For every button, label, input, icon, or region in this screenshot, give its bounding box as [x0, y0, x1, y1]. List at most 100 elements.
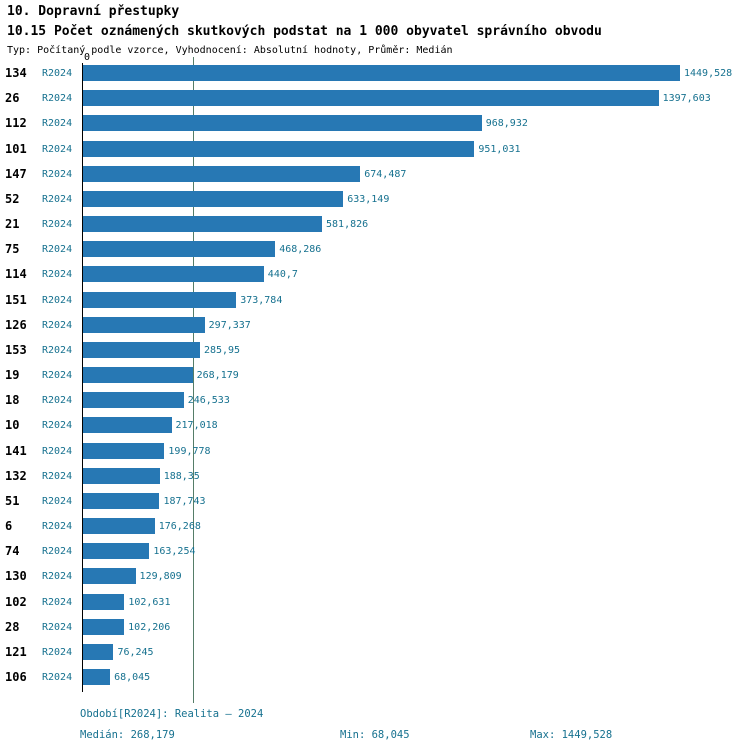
chart-row: 141 R2024 199,778: [0, 442, 750, 459]
region-code: 18: [5, 393, 20, 408]
value-label: 373,784: [240, 294, 283, 306]
value-label: 1397,603: [662, 93, 711, 105]
region-code: 21: [5, 217, 20, 232]
value-bar: [82, 643, 114, 660]
chart-row: 21 R2024 581,826: [0, 216, 750, 233]
value-label: 129,809: [139, 571, 182, 583]
chart-row: 147 R2024 674,487: [0, 165, 750, 182]
chart-row: 74 R2024 163,254: [0, 543, 750, 560]
period-label: R2024: [42, 118, 73, 130]
value-bar: [82, 518, 155, 535]
value-label: 1449,528: [684, 68, 733, 79]
chart-row: 132 R2024 188,35: [0, 467, 750, 484]
value-label: 102,206: [128, 621, 171, 633]
median-line: [192, 57, 194, 703]
region-code: 52: [5, 191, 20, 206]
chart-row: 18 R2024 246,533: [0, 392, 750, 409]
value-bar: [82, 115, 482, 132]
value-label: 440,7: [267, 269, 298, 281]
value-bar: [82, 442, 165, 459]
region-code: 101: [5, 141, 27, 156]
period-label: R2024: [42, 445, 73, 457]
value-bar: [82, 618, 125, 635]
chart-row: 26 R2024 1397,603: [0, 90, 750, 107]
value-label: 187,743: [163, 495, 206, 507]
report-meta: Typ: Počítaný podle vzorce, Vyhodnocení:…: [7, 45, 453, 56]
region-code: 74: [5, 544, 20, 559]
chart-row: 151 R2024 373,784: [0, 291, 750, 308]
value-label: 968,932: [485, 118, 528, 130]
period-label: R2024: [42, 420, 73, 432]
region-code: 151: [5, 292, 27, 307]
period-label: R2024: [42, 143, 73, 155]
region-code: 28: [5, 619, 20, 634]
chart-row: 114 R2024 440,7: [0, 266, 750, 283]
value-bar: [82, 291, 237, 308]
value-label: 285,95: [203, 344, 241, 356]
value-bar: [82, 90, 659, 107]
period-label: R2024: [42, 93, 73, 105]
period-info: Období[R2024]: Realita – 2024: [80, 708, 264, 720]
bar-chart: 0 134 R2024 1449,528 26 R2024 1397,603 112 R202…: [0, 52, 750, 704]
period-label: R2024: [42, 344, 73, 356]
value-label: 76,245: [117, 646, 154, 658]
chart-row: 112 R2024 968,932: [0, 115, 750, 132]
period-label: R2024: [42, 294, 73, 306]
chart-row: 153 R2024 285,95: [0, 341, 750, 358]
period-label: R2024: [42, 596, 73, 608]
value-bar: [82, 669, 111, 686]
chart-row: 134 R2024 1449,528: [0, 65, 750, 81]
y-axis-line: [82, 63, 83, 692]
value-bar: [82, 190, 344, 207]
max-stat: Max: 1449,528: [530, 729, 613, 741]
chart-row: 106 R2024 68,045: [0, 669, 750, 686]
value-bar: [82, 341, 200, 358]
region-code: 130: [5, 569, 27, 584]
value-label: 268,179: [196, 370, 239, 382]
period-label: R2024: [42, 244, 73, 256]
chart-row: 19 R2024 268,179: [0, 367, 750, 384]
value-bar: [82, 543, 150, 560]
report-subtitle: 10.15 Počet oznámených skutkových podsta…: [7, 24, 602, 39]
value-bar: [82, 65, 680, 81]
period-label: R2024: [42, 370, 73, 382]
period-label: R2024: [42, 646, 73, 658]
period-label: R2024: [42, 470, 73, 482]
period-label: R2024: [42, 219, 73, 231]
value-label: 633,149: [347, 193, 390, 205]
chart-row: 6 R2024 176,268: [0, 518, 750, 535]
period-label: R2024: [42, 495, 73, 507]
period-label: R2024: [42, 621, 73, 633]
region-code: 112: [5, 116, 27, 131]
value-bar: [82, 367, 193, 384]
value-label: 217,018: [175, 420, 218, 432]
value-bar: [82, 568, 136, 585]
period-label: R2024: [42, 168, 73, 180]
period-label: R2024: [42, 571, 73, 583]
value-bar: [82, 467, 160, 484]
region-code: 19: [5, 368, 20, 383]
region-code: 51: [5, 493, 20, 508]
value-label: 674,487: [364, 168, 407, 180]
value-label: 163,254: [153, 546, 196, 558]
value-bar: [82, 392, 184, 409]
value-bar: [82, 241, 276, 258]
min-stat: Min: 68,045: [340, 729, 410, 741]
region-code: 126: [5, 317, 27, 332]
chart-row: 130 R2024 129,809: [0, 568, 750, 585]
region-code: 141: [5, 443, 27, 458]
value-bar: [82, 216, 323, 233]
chart-row: 121 R2024 76,245: [0, 643, 750, 660]
chart-row: 28 R2024 102,206: [0, 618, 750, 635]
chart-row: 126 R2024 297,337: [0, 316, 750, 333]
region-code: 75: [5, 242, 20, 257]
region-code: 153: [5, 342, 27, 357]
axis-zero-label: 0: [84, 52, 91, 63]
median-stat: Medián: 268,179: [80, 729, 175, 741]
period-label: R2024: [42, 395, 73, 407]
value-label: 468,286: [279, 244, 322, 256]
period-label: R2024: [42, 193, 73, 205]
chart-row: 10 R2024 217,018: [0, 417, 750, 434]
region-code: 114: [5, 267, 27, 282]
value-bar: [82, 492, 160, 509]
